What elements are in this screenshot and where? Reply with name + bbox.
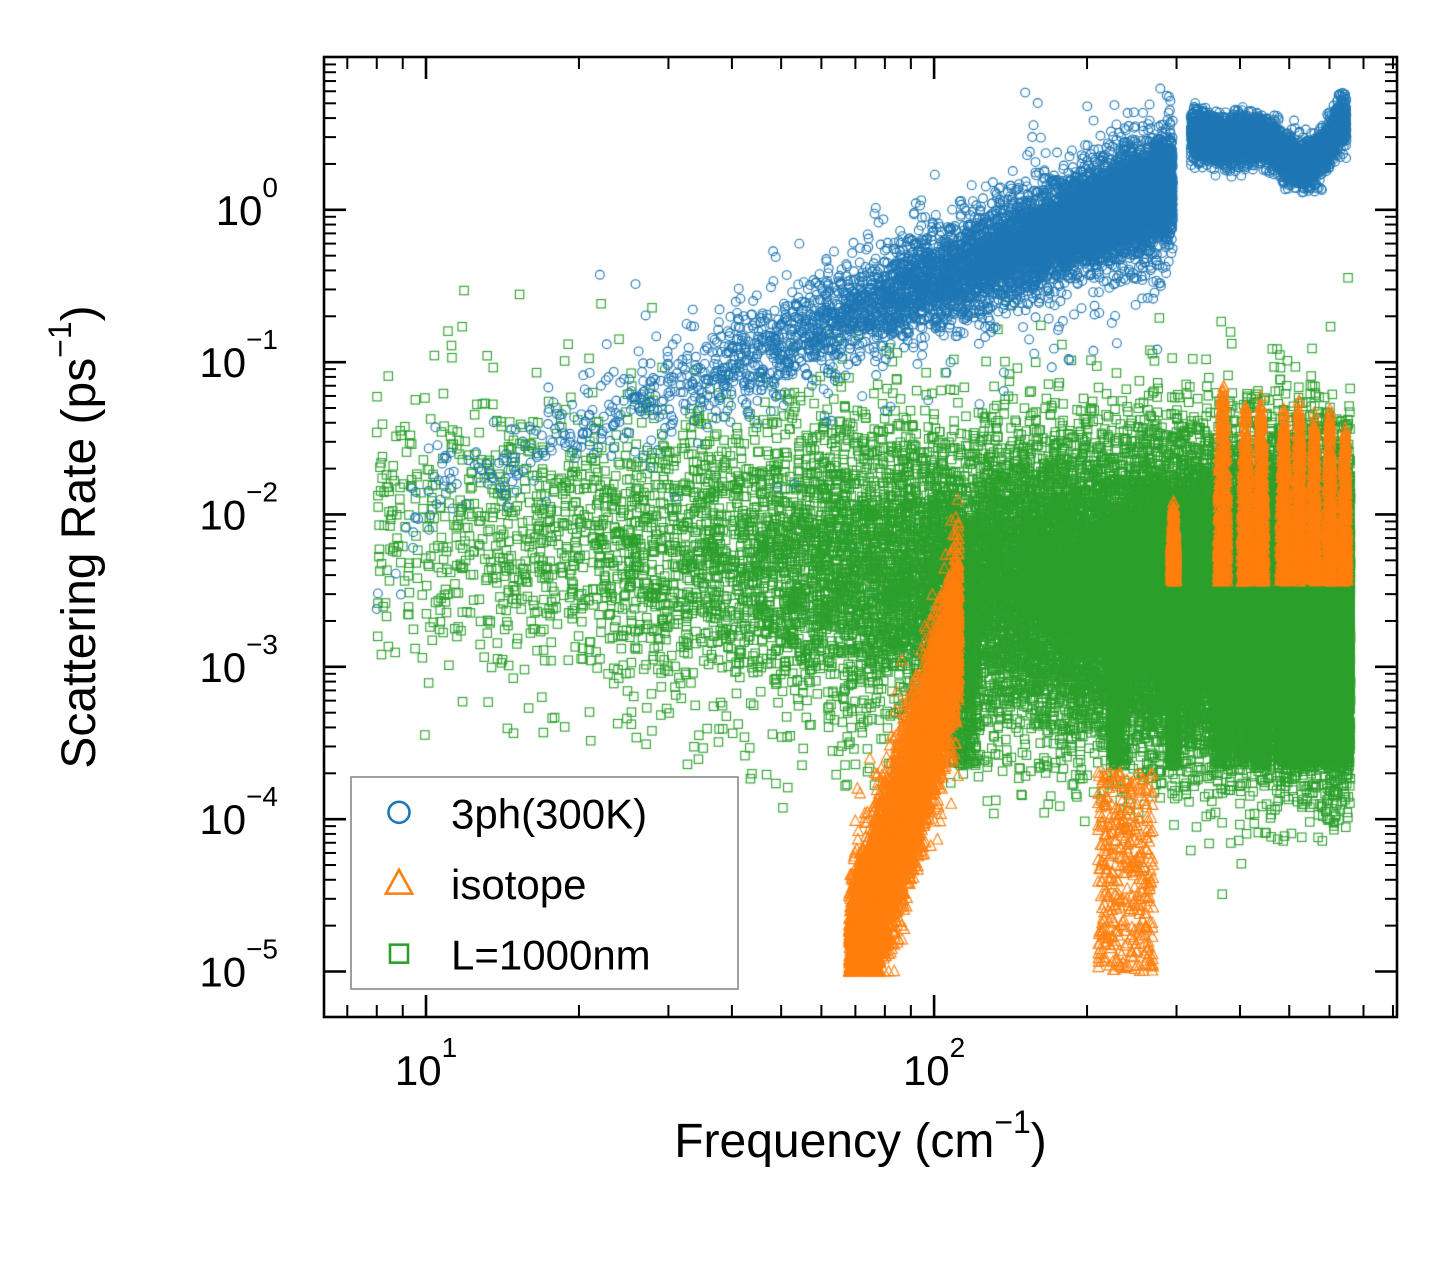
svg-text:Scattering Rate (ps−1): Scattering Rate (ps−1) <box>42 305 106 768</box>
svg-text:10−4: 10−4 <box>199 781 278 843</box>
svg-text:Frequency (cm−1): Frequency (cm−1) <box>674 1104 1047 1168</box>
svg-text:10−1: 10−1 <box>199 324 278 386</box>
svg-text:100: 100 <box>216 172 278 234</box>
svg-text:10−5: 10−5 <box>199 934 278 996</box>
svg-text:3ph(300K): 3ph(300K) <box>451 790 647 837</box>
svg-text:101: 101 <box>395 1032 457 1094</box>
svg-text:10−3: 10−3 <box>199 629 278 691</box>
svg-text:L=1000nm: L=1000nm <box>451 932 651 979</box>
svg-text:10−2: 10−2 <box>199 476 278 538</box>
svg-text:102: 102 <box>903 1032 965 1094</box>
svg-text:isotope: isotope <box>451 861 586 908</box>
